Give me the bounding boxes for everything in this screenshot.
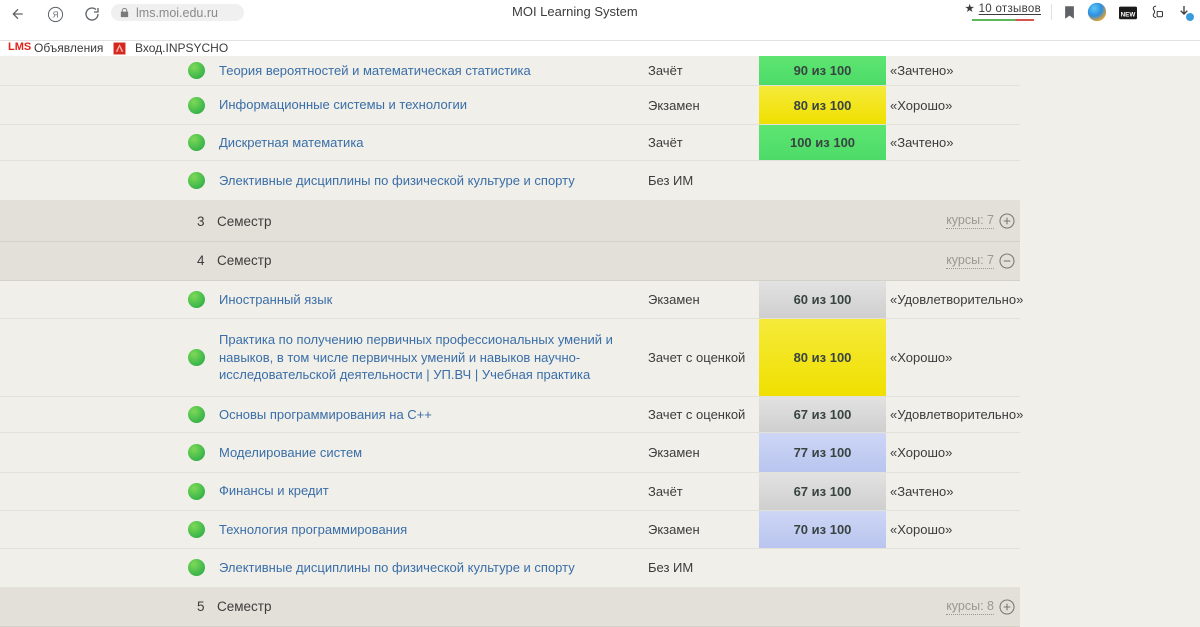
svg-text:Я: Я <box>53 11 59 20</box>
svg-text:NEW: NEW <box>1121 12 1136 19</box>
